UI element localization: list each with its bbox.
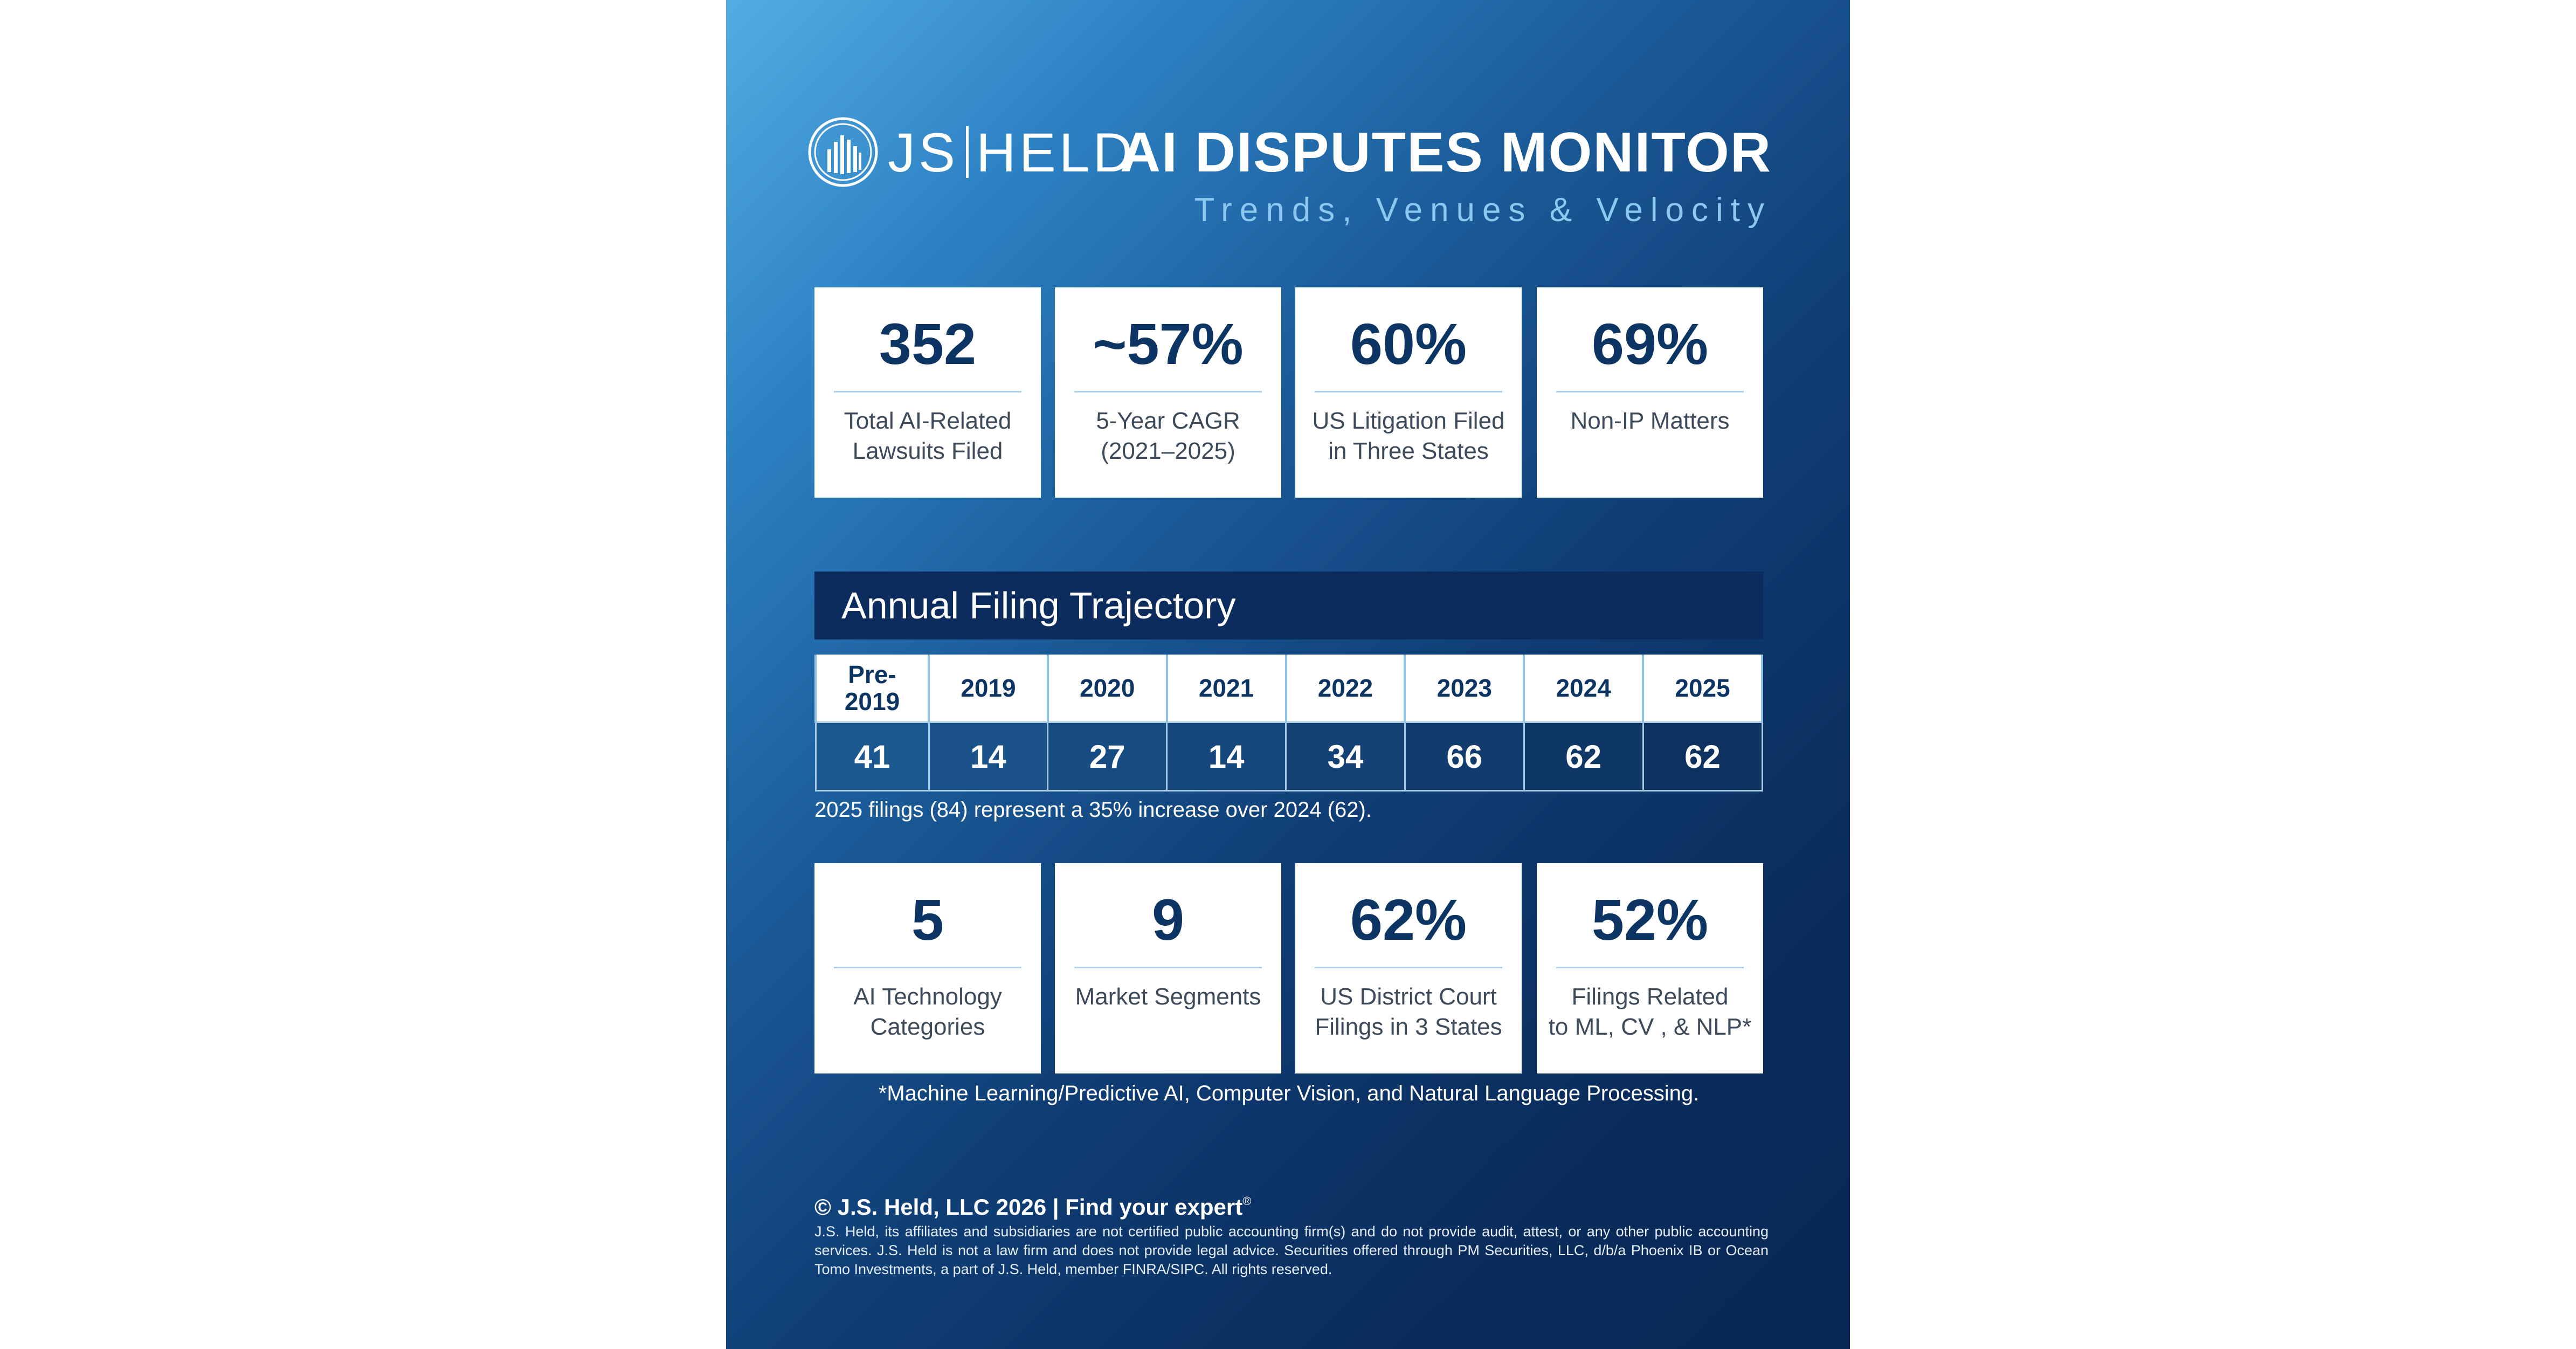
stat-card-district-court: 62% US District Court Filings in 3 States bbox=[1295, 863, 1522, 1073]
stat-label: AI Technology Categories bbox=[853, 983, 1002, 1040]
year-header: 2023 bbox=[1404, 655, 1525, 722]
infographic-poster: JS HELD AI DISPUTES MONITOR Trends, Venue… bbox=[726, 0, 1850, 1349]
js-held-logo-icon bbox=[808, 117, 878, 187]
year-header: 2024 bbox=[1523, 655, 1645, 722]
stat-card-total-lawsuits: 352 Total AI-Related Lawsuits Filed bbox=[814, 287, 1041, 498]
table-row: 41 14 27 14 34 66 62 62 bbox=[814, 721, 1763, 791]
stat-value: 52% bbox=[1591, 887, 1709, 952]
section-header-trajectory: Annual Filing Trajectory bbox=[814, 572, 1763, 639]
filing-count: 66 bbox=[1404, 721, 1525, 791]
stat-divider bbox=[834, 967, 1021, 968]
year-header: Pre- 2019 bbox=[814, 655, 930, 722]
stat-label: US Litigation Filed in Three States bbox=[1312, 408, 1505, 464]
disclaimer: J.S. Held, its affiliates and subsidiari… bbox=[814, 1223, 1769, 1277]
filing-count: 14 bbox=[928, 721, 1049, 791]
brand-right: HELD bbox=[976, 122, 1136, 183]
year-header: 2021 bbox=[1165, 655, 1287, 722]
stat-divider bbox=[1315, 391, 1502, 393]
stat-value: 5 bbox=[911, 887, 944, 952]
stat-label: Non-IP Matters bbox=[1570, 408, 1730, 434]
stat-divider bbox=[1556, 391, 1744, 393]
registered-mark: ® bbox=[1242, 1194, 1252, 1208]
stat-card-tech-categories: 5 AI Technology Categories bbox=[814, 863, 1041, 1073]
stat-card-market-segments: 9 Market Segments bbox=[1055, 863, 1281, 1073]
stat-value: 9 bbox=[1151, 887, 1185, 952]
stat-value: 69% bbox=[1591, 311, 1709, 376]
table-header-row: Pre- 2019 2019 2020 2021 2022 2023 2024 2… bbox=[814, 655, 1763, 722]
bottom-stats-row: 5 AI Technology Categories 9 Market Segme… bbox=[814, 863, 1763, 1073]
stat-card-three-states: 60% US Litigation Filed in Three States bbox=[1295, 287, 1522, 498]
year-header: 2019 bbox=[928, 655, 1049, 722]
stat-divider bbox=[1074, 391, 1262, 393]
stat-value: ~57% bbox=[1093, 311, 1244, 376]
year-header: 2020 bbox=[1046, 655, 1168, 722]
stat-label: Market Segments bbox=[1075, 983, 1261, 1010]
filing-count: 62 bbox=[1523, 721, 1644, 791]
stat-card-ml-cv-nlp: 52% Filings Related to ML, CV , & NLP* bbox=[1537, 863, 1763, 1073]
brand-wordmark: JS HELD bbox=[888, 123, 1136, 182]
stat-card-non-ip: 69% Non-IP Matters bbox=[1537, 287, 1763, 498]
table-note: 2025 filings (84) represent a 35% increa… bbox=[814, 798, 1372, 822]
year-header: 2022 bbox=[1284, 655, 1406, 722]
year-header: 2025 bbox=[1642, 655, 1763, 722]
stat-divider bbox=[834, 391, 1021, 393]
stat-divider bbox=[1074, 967, 1262, 968]
filing-count: 27 bbox=[1047, 721, 1168, 791]
filing-count: 14 bbox=[1166, 721, 1287, 791]
page-subtitle: Trends, Venues & Velocity bbox=[1194, 191, 1772, 229]
top-stats-row: 352 Total AI-Related Lawsuits Filed ~57% … bbox=[814, 287, 1763, 498]
brand-divider bbox=[966, 126, 969, 178]
brand-left: JS bbox=[888, 122, 959, 183]
stat-label: Total AI-Related Lawsuits Filed bbox=[844, 408, 1012, 464]
stat-divider bbox=[1315, 967, 1502, 968]
filing-count: 41 bbox=[814, 721, 930, 791]
header: JS HELD AI DISPUTES MONITOR Trends, Venue… bbox=[807, 113, 1772, 237]
stat-card-cagr: ~57% 5-Year CAGR (2021–2025) bbox=[1055, 287, 1281, 498]
stat-label: 5-Year CAGR (2021–2025) bbox=[1096, 408, 1240, 464]
stat-value: 62% bbox=[1350, 887, 1467, 952]
stat-divider bbox=[1556, 967, 1744, 968]
stat-label: US District Court Filings in 3 States bbox=[1315, 983, 1502, 1040]
footnote: *Machine Learning/Predictive AI, Compute… bbox=[878, 1082, 1700, 1105]
stat-value: 352 bbox=[879, 311, 977, 376]
filing-count: 34 bbox=[1285, 721, 1406, 791]
annual-filing-table: Pre- 2019 2019 2020 2021 2022 2023 2024 2… bbox=[814, 655, 1763, 791]
stat-value: 60% bbox=[1350, 311, 1467, 376]
section-title: Annual Filing Trajectory bbox=[841, 584, 1236, 627]
page-title: AI DISPUTES MONITOR bbox=[1120, 121, 1772, 184]
filing-count: 62 bbox=[1642, 721, 1763, 791]
copyright: © J.S. Held, LLC 2026 | Find your expert… bbox=[814, 1194, 1252, 1220]
stat-label: Filings Related to ML, CV , & NLP* bbox=[1548, 983, 1752, 1040]
